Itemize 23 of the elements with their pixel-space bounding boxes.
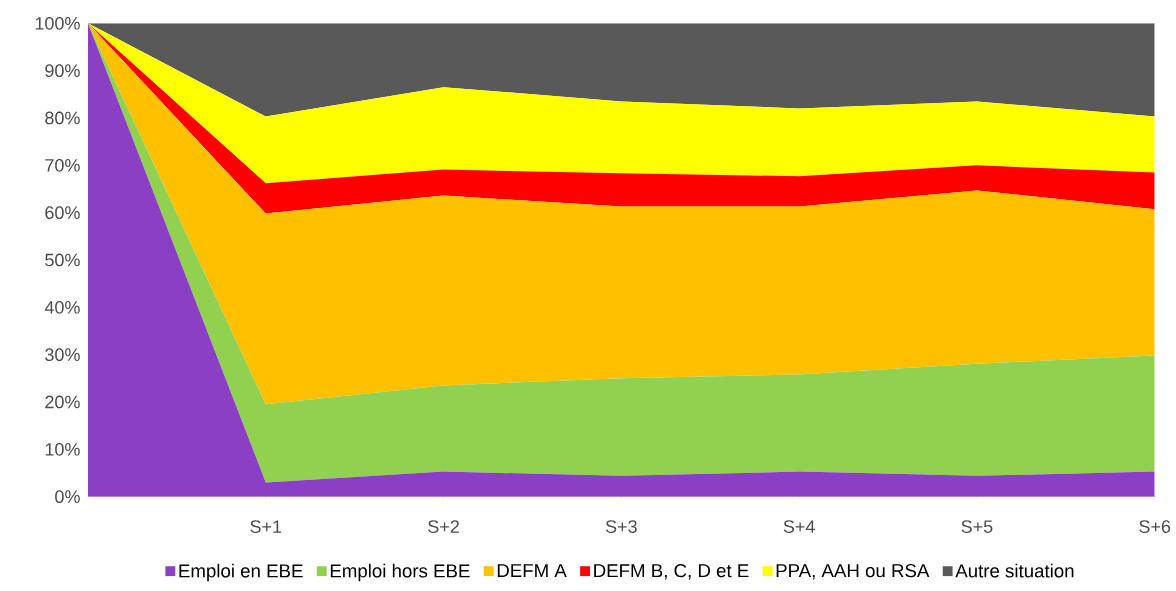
y-tick-label: 80% [45, 111, 80, 125]
legend-label: Emploi en EBE [179, 563, 303, 582]
legend-label: DEFM A [497, 564, 567, 578]
y-tick-label: 10% [45, 443, 80, 456]
y-tick-label: 100% [35, 17, 80, 30]
y-tick-label: 30% [45, 348, 80, 362]
y-tick-label: 50% [45, 253, 80, 267]
x-tick-label: S+3 [605, 520, 637, 534]
x-tick-label: S+5 [961, 520, 993, 534]
y-tick-label: 20% [45, 395, 80, 409]
x-tick-label: S+6 [1139, 520, 1171, 534]
x-tick-label: S+2 [428, 520, 459, 534]
y-tick-label: 70% [45, 159, 80, 172]
legend-label: Autre situation [955, 563, 1074, 578]
legend-label: DEFM B, C, D et E [594, 564, 749, 580]
y-tick-label: 40% [44, 301, 80, 314]
y-tick-label: 60% [45, 206, 80, 220]
legend-label: Emploi hors EBE [330, 563, 470, 582]
legend-label: PPA, AAH ou RSA [776, 564, 930, 580]
x-tick-label: S+1 [250, 520, 282, 534]
y-tick-label: 0% [55, 490, 80, 504]
y-tick-label: 90% [45, 64, 80, 78]
x-tick-label: S+4 [783, 520, 815, 534]
